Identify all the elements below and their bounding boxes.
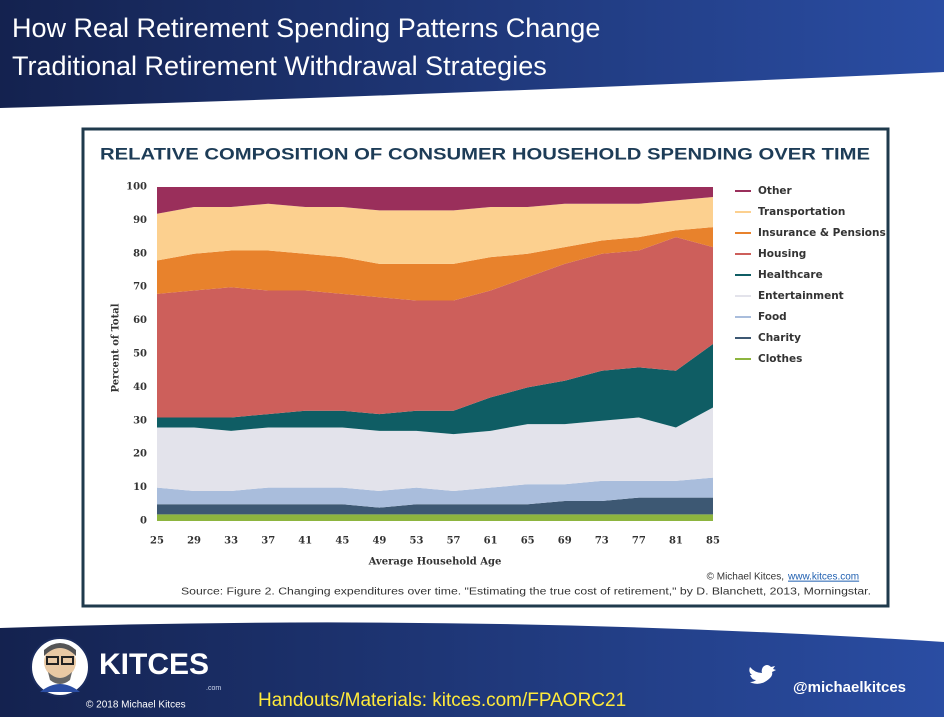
- legend-label: Healthcare: [758, 269, 823, 281]
- area-series: [157, 407, 713, 491]
- brand-suffix: .com: [206, 685, 221, 692]
- area-series: [157, 514, 713, 521]
- credit: © Michael Kitces,: [707, 572, 784, 583]
- area-series: [157, 187, 713, 214]
- x-tick-label: 61: [484, 536, 498, 547]
- y-tick-label: 100: [126, 182, 147, 193]
- twitter-icon: [749, 665, 776, 684]
- logo-glasses: [61, 656, 74, 665]
- x-tick-label: 41: [298, 536, 312, 547]
- x-tick-label: 73: [595, 536, 609, 547]
- chart-title: RELATIVE COMPOSITION OF CONSUMER HOUSEHO…: [100, 144, 870, 163]
- slide-title: Traditional Retirement Withdrawal Strate…: [12, 51, 547, 81]
- legend-label: Food: [758, 311, 787, 323]
- x-tick-label: 37: [261, 536, 275, 547]
- legend-label: Housing: [758, 248, 806, 260]
- slide-title: How Real Retirement Spending Patterns Ch…: [12, 13, 600, 43]
- area-series: [157, 477, 713, 508]
- y-axis-label: Percent of Total: [111, 303, 122, 392]
- area-series: [157, 343, 713, 435]
- y-tick-label: 80: [133, 248, 147, 259]
- y-tick-label: 30: [133, 415, 147, 426]
- area-series: [157, 237, 713, 418]
- y-tick-label: 60: [133, 315, 147, 326]
- logo: [30, 637, 90, 697]
- logo-beard: [48, 672, 72, 684]
- x-tick-label: 81: [669, 536, 683, 547]
- twitter-handle[interactable]: @michaelkitces: [793, 679, 906, 696]
- legend-label: Insurance & Pensions: [758, 227, 886, 239]
- x-tick-label: 53: [410, 536, 424, 547]
- x-tick-label: 65: [521, 536, 535, 547]
- handouts-link[interactable]: Handouts/Materials: kitces.com/FPAORC21: [258, 690, 626, 711]
- x-tick-label: 25: [150, 536, 164, 547]
- x-tick-label: 33: [224, 536, 238, 547]
- logo-face: [44, 646, 76, 678]
- y-tick-label: 10: [133, 482, 147, 493]
- area-series: [157, 497, 713, 515]
- x-tick-label: 69: [558, 536, 572, 547]
- y-tick-label: 50: [133, 349, 147, 360]
- x-tick-label: 85: [706, 536, 720, 547]
- credit-link[interactable]: www.kitces.com: [787, 572, 859, 583]
- legend-label: Transportation: [758, 206, 845, 218]
- legend-label: Clothes: [758, 353, 802, 365]
- brand: KITCES: [99, 648, 209, 681]
- y-tick-label: 0: [140, 516, 147, 527]
- source-note: Source: Figure 2. Changing expenditures …: [181, 587, 871, 598]
- chart: RELATIVE COMPOSITION OF CONSUMER HOUSEHO…: [100, 144, 886, 597]
- x-tick-label: 45: [335, 536, 349, 547]
- legend-label: Other: [758, 185, 793, 197]
- x-tick-label: 77: [632, 536, 646, 547]
- logo-hair: [44, 643, 76, 656]
- copyright: © 2018 Michael Kitces: [86, 700, 186, 711]
- x-tick-label: 29: [187, 536, 201, 547]
- plot-area: [157, 187, 713, 521]
- legend-label: Entertainment: [758, 290, 844, 302]
- logo-shirt: [40, 684, 80, 692]
- y-tick-label: 90: [133, 215, 147, 226]
- y-tick-label: 40: [133, 382, 147, 393]
- x-tick-label: 49: [372, 536, 386, 547]
- x-tick-label: 57: [447, 536, 461, 547]
- y-tick-label: 20: [133, 449, 147, 460]
- y-tick-label: 70: [133, 282, 147, 293]
- area-series: [157, 197, 713, 264]
- legend-label: Charity: [758, 332, 801, 344]
- logo-glasses: [46, 656, 59, 665]
- x-axis-label: Average Household Age: [368, 557, 502, 568]
